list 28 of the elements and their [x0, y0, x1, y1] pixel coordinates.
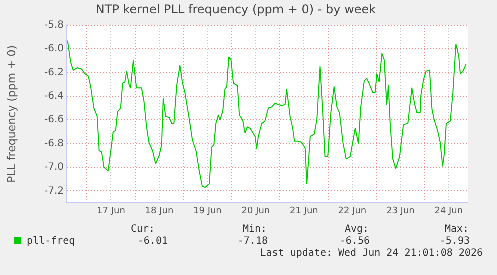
y-tick-label: -6.6 — [44, 114, 64, 126]
y-tick-label: -6.2 — [44, 67, 64, 78]
x-tick-label: 18 Jun — [145, 206, 174, 217]
text: Last update: Wed Jun 24 21:01:08 2026 — [260, 248, 483, 259]
y-tick-label: -7.2 — [44, 186, 64, 197]
x-tick-label: 20 Jun — [242, 206, 270, 217]
x-tick-label: 21 Jun — [290, 206, 318, 217]
text: -6.56 — [340, 236, 370, 247]
y-axis-title: PLL frequency (ppm + 0) — [5, 45, 18, 183]
text: Min: — [243, 224, 268, 235]
x-tick-label: 23 Jun — [386, 206, 415, 217]
text: -7.18 — [238, 236, 268, 247]
y-tick-label: -6.4 — [44, 91, 64, 102]
x-tick-label: 24 Jun — [434, 206, 464, 217]
text: Avg: — [345, 224, 370, 235]
y-tick-label: -5.8 — [44, 20, 64, 31]
text: -6.01 — [138, 236, 168, 247]
x-tick-label: 22 Jun — [338, 206, 367, 217]
x-tick-label: 19 Jun — [194, 206, 222, 217]
legend-label: pll-freq — [26, 236, 76, 247]
y-tick-label: -6.0 — [44, 44, 64, 55]
x-tick-label: 17 Jun — [97, 206, 126, 217]
chart-title: NTP kernel PLL frequency (ppm + 0) - by week — [96, 2, 376, 16]
text: -5.93 — [440, 236, 470, 247]
text: Max: — [445, 224, 470, 235]
y-tick-label: -7.0 — [44, 162, 64, 174]
text: Cur: — [131, 224, 156, 235]
y-tick-label: -6.8 — [44, 138, 64, 150]
